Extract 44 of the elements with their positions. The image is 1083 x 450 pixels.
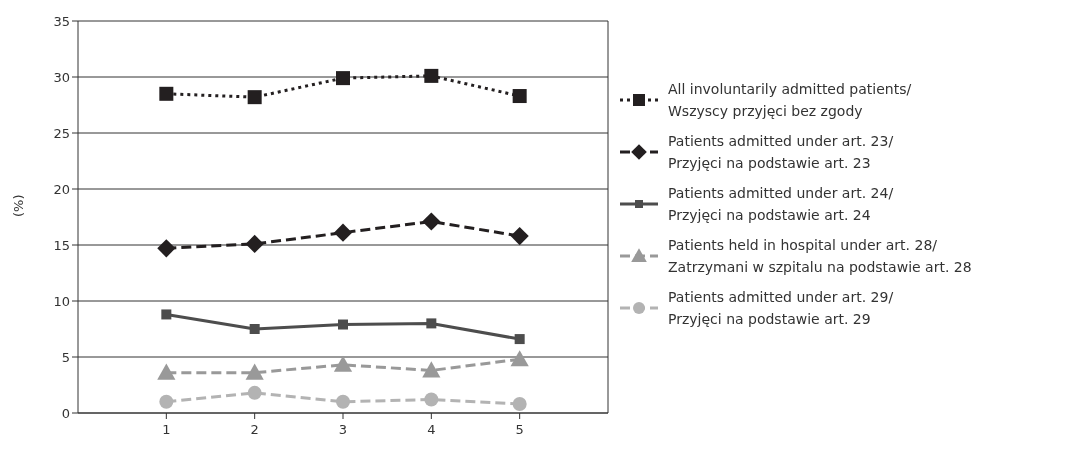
point <box>336 71 350 86</box>
point <box>422 212 441 231</box>
y-tick-label: 0 <box>61 405 70 421</box>
x-tick-label: 1 <box>162 422 171 438</box>
point <box>247 385 262 400</box>
point <box>333 355 353 372</box>
y-tick-label: 5 <box>61 349 70 365</box>
point <box>514 334 525 345</box>
x-tick-label: 5 <box>515 422 524 438</box>
point <box>422 361 441 378</box>
point <box>333 223 353 242</box>
y-tick-label: 10 <box>53 293 70 309</box>
y-tick-label: 25 <box>53 125 70 141</box>
point <box>245 363 264 380</box>
point <box>157 239 176 258</box>
point <box>245 234 264 253</box>
point <box>338 319 348 330</box>
point <box>510 350 529 367</box>
point <box>424 392 439 407</box>
point <box>249 324 260 334</box>
legend-label: Patients admitted under art. 24/ Przyjęci na podstawie art. 24 <box>668 184 894 225</box>
point <box>336 394 350 409</box>
point <box>161 309 172 320</box>
y-tick-label: 20 <box>53 181 70 197</box>
y-tick-label: 35 <box>53 13 70 29</box>
point <box>424 68 439 83</box>
x-tick-label: 4 <box>427 422 436 438</box>
legend-label: Patients admitted under art. 23/ Przyjęci na podstawie art. 23 <box>668 132 894 173</box>
point <box>512 397 527 412</box>
legend-label: All involuntarily admitted patients/ Wszyscy przyjęci bez zgody <box>668 80 912 121</box>
legend-label: Patients admitted under art. 29/ Przyjęci na podstawie art. 29 <box>668 288 894 329</box>
legend-label: Patients held in hospital under art. 28/ Zatrzymani w szpitalu na podstawie art. 28 <box>668 236 972 277</box>
point <box>159 86 174 101</box>
point <box>426 318 437 329</box>
point <box>157 363 176 380</box>
point <box>159 394 174 409</box>
point <box>510 226 529 246</box>
point <box>247 90 262 105</box>
x-tick-label: 3 <box>338 422 348 438</box>
y-tick-label: 30 <box>53 69 70 85</box>
point <box>512 89 527 104</box>
x-tick-label: 2 <box>250 422 259 438</box>
y-axis-title: (%) <box>10 194 26 217</box>
y-tick-label: 15 <box>53 237 70 253</box>
